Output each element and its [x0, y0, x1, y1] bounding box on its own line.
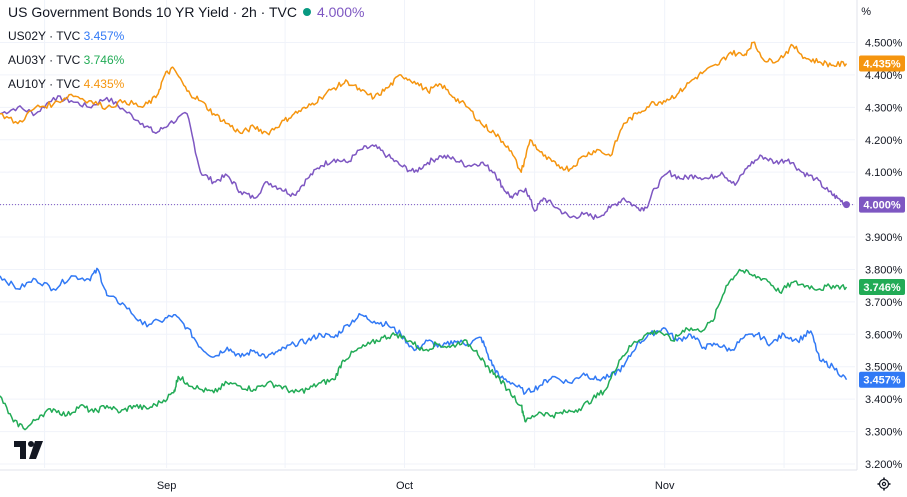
y-tick-label: 3.200%: [865, 459, 903, 471]
last-value-label: 4.000%: [859, 196, 905, 213]
series-line-au03y[interactable]: [0, 268, 848, 431]
last-value-badge: [859, 371, 905, 388]
main-symbol-title: US Government Bonds 10 YR Yield · 2h · T…: [8, 4, 297, 20]
series-line-us-government-bonds-10-yr-yield[interactable]: [0, 95, 847, 220]
time-axis: Sep Oct Nov: [0, 469, 857, 492]
last-value-badge: [859, 196, 905, 213]
last-value-label: 3.457%: [859, 371, 905, 388]
last-value-text: 3.746%: [863, 282, 901, 294]
y-tick-label: 4.500%: [865, 37, 903, 49]
x-tick-label: Nov: [655, 480, 675, 492]
percent-scale-button[interactable]: %: [861, 6, 871, 18]
legend-symbol: US02Y · TVC: [8, 29, 81, 43]
legend-row-au03y[interactable]: AU03Y · TVC 3.746%: [8, 52, 364, 68]
legend-value: 3.457%: [83, 29, 125, 43]
y-tick-label: 4.200%: [865, 135, 903, 147]
main-symbol-value: 4.000%: [316, 4, 365, 20]
last-value-labels: 4.000% 3.457% 3.746% 4.435%: [859, 55, 905, 388]
y-tick-label: 3.700%: [865, 297, 903, 309]
last-value-label: 3.746%: [859, 278, 905, 295]
main-symbol-legend[interactable]: US Government Bonds 10 YR Yield · 2h · T…: [8, 4, 364, 20]
legend-value: 4.435%: [83, 77, 125, 91]
last-value-text: 3.457%: [863, 375, 901, 387]
last-value-text: 4.000%: [863, 200, 901, 212]
x-tick-label: Oct: [396, 480, 413, 492]
y-tick-label: 4.400%: [865, 70, 903, 82]
legend-symbol: AU03Y · TVC: [8, 53, 81, 67]
y-tick-label: 3.800%: [865, 264, 903, 276]
y-tick-label: 3.600%: [865, 329, 903, 341]
last-value-badge: [859, 278, 905, 295]
market-status-icon: [302, 8, 311, 16]
gear-icon[interactable]: [877, 477, 891, 491]
series-line-au10y[interactable]: [0, 41, 848, 173]
last-point-marker: [842, 201, 850, 209]
last-value-label: 4.435%: [859, 55, 905, 72]
legend-row-au10y[interactable]: AU10Y · TVC 4.435%: [8, 76, 364, 92]
y-tick-label: 4.100%: [865, 167, 903, 179]
y-tick-label: 3.900%: [865, 232, 903, 244]
series-line-us02y[interactable]: [0, 267, 848, 395]
legend-symbol: AU10Y · TVC: [8, 77, 81, 91]
legend-row-us02y[interactable]: US02Y · TVC 3.457%: [8, 28, 364, 44]
y-tick-label: 4.300%: [865, 102, 903, 114]
last-value-badge: [859, 55, 905, 72]
y-tick-label: 3.400%: [865, 394, 903, 406]
chart-legend: US Government Bonds 10 YR Yield · 2h · T…: [8, 4, 364, 92]
tradingview-logo-icon[interactable]: [14, 441, 44, 459]
legend-value: 3.746%: [83, 53, 125, 67]
chart-series: [0, 41, 850, 431]
x-tick-label: Sep: [157, 480, 177, 492]
last-value-text: 4.435%: [863, 59, 901, 71]
y-tick-label: 3.300%: [865, 427, 903, 439]
y-tick-label: 3.500%: [865, 362, 903, 374]
